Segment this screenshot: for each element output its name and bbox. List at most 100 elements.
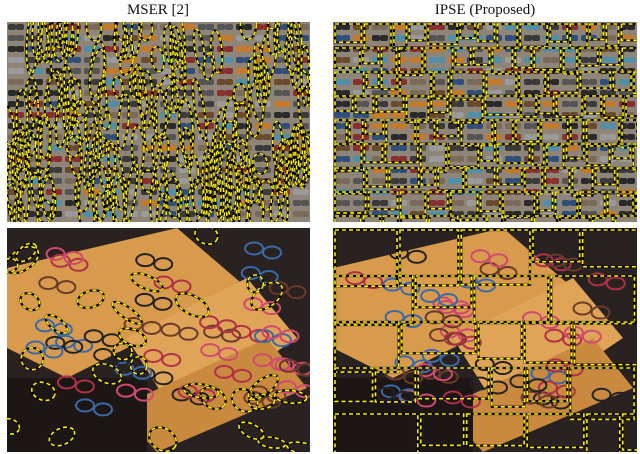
lens bbox=[505, 79, 513, 85]
lens bbox=[524, 101, 532, 107]
lens bbox=[179, 178, 187, 184]
lens bbox=[35, 68, 43, 74]
lens bbox=[581, 178, 589, 184]
lens bbox=[399, 222, 407, 228]
lens bbox=[467, 178, 475, 184]
lens bbox=[84, 222, 92, 228]
lens bbox=[342, 79, 350, 85]
photo-trays bbox=[333, 228, 640, 454]
lens bbox=[130, 222, 138, 228]
lens bbox=[505, 123, 513, 129]
lens bbox=[608, 134, 616, 140]
lens bbox=[187, 68, 195, 74]
lens bbox=[627, 123, 635, 129]
lens bbox=[179, 222, 187, 228]
lens bbox=[168, 134, 176, 140]
lens bbox=[236, 57, 244, 63]
lens bbox=[301, 112, 309, 118]
lens bbox=[589, 200, 597, 206]
lens bbox=[217, 101, 225, 107]
lens bbox=[206, 222, 214, 228]
lens bbox=[54, 222, 62, 228]
lens bbox=[513, 200, 521, 206]
lens bbox=[399, 134, 407, 140]
lens bbox=[505, 134, 513, 140]
photo-sunglasses bbox=[333, 22, 640, 243]
lens bbox=[410, 222, 418, 228]
lens bbox=[410, 112, 418, 118]
lens bbox=[467, 123, 475, 129]
lens bbox=[589, 134, 597, 140]
lens bbox=[342, 57, 350, 63]
lens bbox=[65, 222, 73, 228]
lens bbox=[342, 156, 350, 162]
lens bbox=[608, 123, 616, 129]
lens bbox=[608, 222, 616, 228]
lens bbox=[274, 101, 282, 107]
lens bbox=[198, 79, 206, 85]
lens bbox=[361, 79, 369, 85]
lens bbox=[293, 101, 301, 107]
lens bbox=[494, 57, 502, 63]
lens bbox=[372, 123, 380, 129]
lens bbox=[103, 35, 111, 41]
lens bbox=[372, 156, 380, 162]
lens bbox=[225, 112, 233, 118]
lens bbox=[581, 200, 589, 206]
lens bbox=[380, 145, 388, 151]
lens bbox=[600, 79, 608, 85]
lens bbox=[92, 24, 100, 30]
lens bbox=[255, 211, 263, 217]
lens bbox=[361, 101, 369, 107]
lens bbox=[103, 222, 111, 228]
lens bbox=[353, 222, 361, 228]
lens bbox=[168, 189, 176, 195]
lens bbox=[16, 35, 24, 41]
lens bbox=[486, 101, 494, 107]
lens bbox=[84, 46, 92, 52]
lens bbox=[391, 57, 399, 63]
lens bbox=[342, 178, 350, 184]
lens bbox=[255, 35, 263, 41]
lens bbox=[103, 24, 111, 30]
lens bbox=[225, 222, 233, 228]
lens bbox=[255, 156, 263, 162]
lens bbox=[282, 123, 290, 129]
lens bbox=[380, 156, 388, 162]
lens bbox=[342, 101, 350, 107]
lens bbox=[475, 57, 483, 63]
lens bbox=[342, 35, 350, 41]
lens bbox=[263, 134, 271, 140]
lens bbox=[301, 200, 309, 206]
lens bbox=[255, 145, 263, 151]
lens bbox=[206, 24, 214, 30]
lens bbox=[551, 156, 559, 162]
lens bbox=[551, 35, 559, 41]
lens bbox=[448, 123, 456, 129]
lens bbox=[600, 123, 608, 129]
lens bbox=[608, 200, 616, 206]
lens bbox=[505, 178, 513, 184]
lens bbox=[513, 178, 521, 184]
lens bbox=[8, 90, 16, 96]
lens bbox=[437, 200, 445, 206]
lens bbox=[263, 222, 271, 228]
lens bbox=[429, 35, 437, 41]
lens bbox=[627, 134, 635, 140]
lens bbox=[551, 178, 559, 184]
lens bbox=[54, 156, 62, 162]
lens bbox=[263, 189, 271, 195]
lens bbox=[543, 222, 551, 228]
lens bbox=[84, 211, 92, 217]
lens bbox=[380, 222, 388, 228]
lens bbox=[429, 123, 437, 129]
lens bbox=[206, 101, 214, 107]
lens bbox=[92, 222, 100, 228]
lens bbox=[141, 57, 149, 63]
lens bbox=[456, 79, 464, 85]
lens bbox=[236, 46, 244, 52]
lens bbox=[206, 90, 214, 96]
lens bbox=[437, 35, 445, 41]
lens bbox=[505, 145, 513, 151]
lens bbox=[8, 222, 16, 228]
